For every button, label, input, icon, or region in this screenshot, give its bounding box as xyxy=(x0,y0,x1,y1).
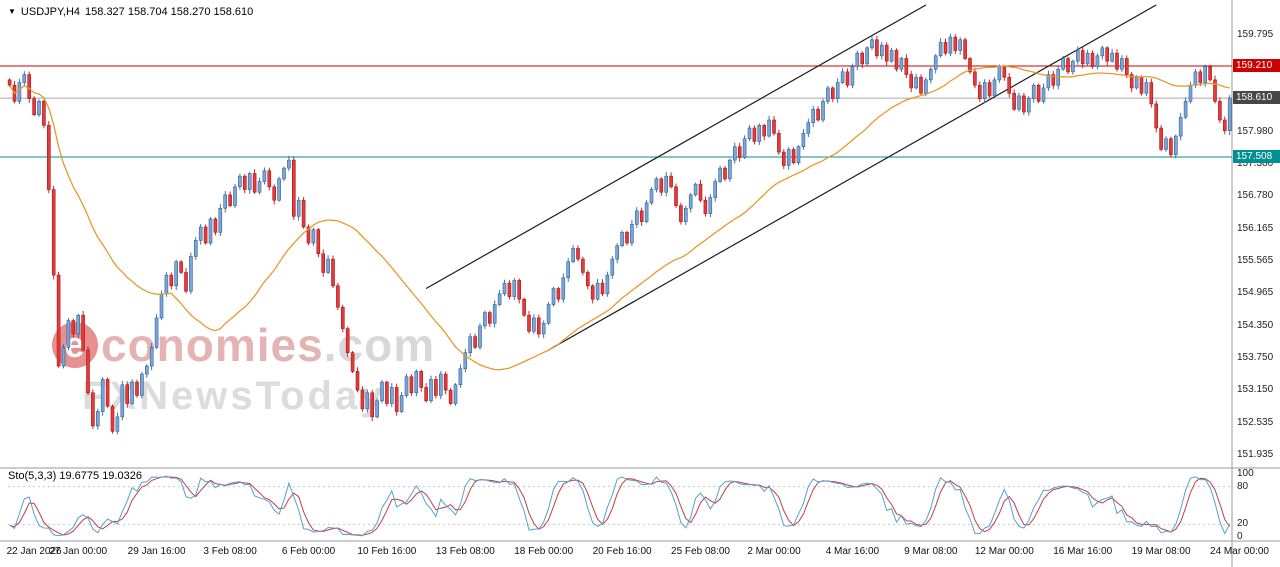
price-axis-label: 151.935 xyxy=(1237,449,1274,461)
time-axis-label: 4 Mar 16:00 xyxy=(825,546,880,557)
time-axis-label: 29 Jan 16:00 xyxy=(127,546,186,557)
time-axis-label: 2 Mar 00:00 xyxy=(747,546,801,557)
trendline[interactable] xyxy=(425,4,927,290)
price-axis-label: 156.780 xyxy=(1237,189,1274,201)
time-axis-label: 18 Feb 00:00 xyxy=(514,546,574,557)
time-axis-label: 25 Feb 08:00 xyxy=(671,546,730,557)
price-axis-label: 154.965 xyxy=(1237,287,1274,299)
price-axis-label: 157.380 xyxy=(1237,157,1274,169)
price-tag: 159.210 xyxy=(1233,58,1280,72)
time-axis-label: 27 Jan 00:00 xyxy=(49,546,108,557)
price-axis-label: 152.535 xyxy=(1237,417,1274,428)
moving-average-line xyxy=(9,65,1230,371)
price-axis-label: 157.980 xyxy=(1237,125,1274,137)
indicator-level-label: 0 xyxy=(1237,531,1243,542)
dropdown-triangle-icon: ▼ xyxy=(8,7,16,16)
time-axis-label: 3 Feb 08:00 xyxy=(203,546,257,557)
time-axis-label: 19 Mar 08:00 xyxy=(1131,546,1191,557)
time-axis-label: 13 Feb 08:00 xyxy=(435,546,495,557)
price-tag: 157.508 xyxy=(1233,150,1280,163)
price-axis-label: 153.750 xyxy=(1237,352,1274,364)
watermark-brand-text: conomies xyxy=(101,319,324,371)
price-axis-label: 156.165 xyxy=(1237,222,1274,234)
indicator-level-label: 80 xyxy=(1237,480,1249,492)
time-axis-label: 24 Mar 00:00 xyxy=(1210,546,1269,557)
indicator-level-label: 100 xyxy=(1237,468,1254,479)
candlestick-series xyxy=(7,33,1232,435)
time-axis-label: 12 Mar 00:00 xyxy=(974,546,1034,557)
indicator-label: Sto(5,3,3) 19.6775 19.0326 xyxy=(8,470,142,482)
trend-channel[interactable] xyxy=(425,4,1157,351)
price-axis-label: 154.350 xyxy=(1237,319,1274,331)
indicator-name: Sto(5,3,3) xyxy=(8,470,57,482)
symbol-ohlc-readout: ▼ USDJPY,H4 158.327 158.704 158.270 158.… xyxy=(8,6,253,18)
time-axis-label: 9 Mar 08:00 xyxy=(904,546,958,557)
trendline[interactable] xyxy=(548,4,1157,351)
ohlc-values-label: 158.327 158.704 158.270 158.610 xyxy=(85,6,254,18)
time-axis-label: 22 Jan 2026 xyxy=(6,546,62,557)
price-axis-label: 155.565 xyxy=(1237,254,1274,266)
time-axis-label: 6 Feb 00:00 xyxy=(281,546,336,557)
symbol-timeframe-label: USDJPY,H4 xyxy=(20,6,81,18)
watermark-brand: e conomies .com xyxy=(52,318,435,372)
price-tag: 158.610 xyxy=(1233,91,1280,105)
indicator-level-label: 20 xyxy=(1237,518,1249,530)
time-axis-label: 20 Feb 16:00 xyxy=(592,546,652,557)
indicator-values: 19.6775 19.0326 xyxy=(59,470,142,482)
price-axis-label: 159.795 xyxy=(1237,28,1274,40)
stochastic-signal-line xyxy=(9,476,1231,536)
price-axis-label: 153.150 xyxy=(1237,384,1274,396)
stochastic-main-line xyxy=(9,475,1231,537)
time-axis-label: 10 Feb 16:00 xyxy=(357,546,417,557)
time-axis-label: 16 Mar 16:00 xyxy=(1053,546,1113,557)
